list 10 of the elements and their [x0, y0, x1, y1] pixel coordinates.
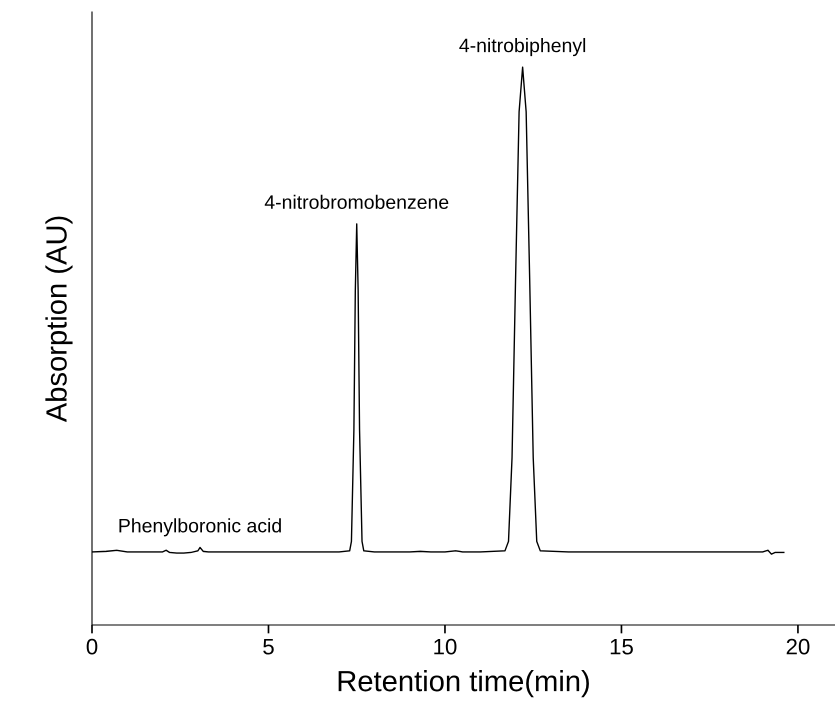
x-tick-label: 0 — [86, 638, 98, 655]
x-tick-label: 20 — [786, 638, 810, 655]
annotation: 4-nitrobiphenyl — [459, 38, 586, 56]
x-tick-label: 10 — [434, 638, 456, 655]
annotation: Phenylboronic acid — [119, 518, 281, 536]
x-axis-title: Retention time(min) — [338, 670, 589, 698]
x-tick-label: 5 — [263, 639, 274, 655]
y-axis-title: Absorption (AU) — [45, 216, 73, 422]
x-tick-label: 15 — [610, 639, 633, 655]
annotation: 4-nitrobromobenzene — [264, 194, 448, 209]
